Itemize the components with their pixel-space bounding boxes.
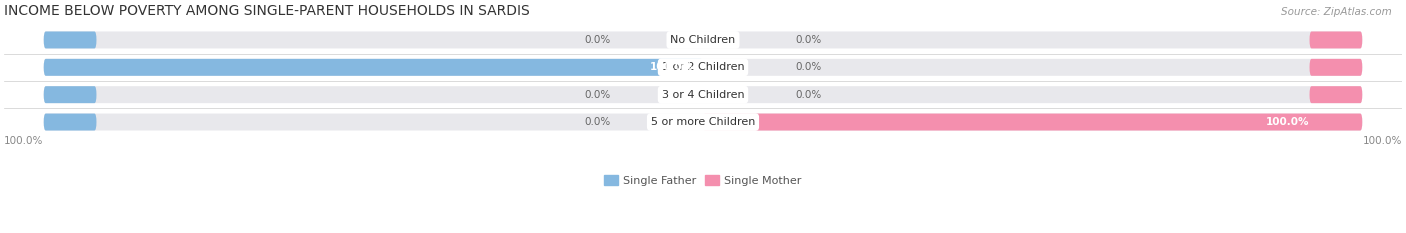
Text: 100.0%: 100.0% xyxy=(650,62,693,72)
Text: 0.0%: 0.0% xyxy=(585,117,610,127)
Text: 0.0%: 0.0% xyxy=(585,90,610,100)
Text: 0.0%: 0.0% xyxy=(796,62,821,72)
FancyBboxPatch shape xyxy=(44,86,97,103)
FancyBboxPatch shape xyxy=(44,31,1362,48)
Text: No Children: No Children xyxy=(671,35,735,45)
Text: 0.0%: 0.0% xyxy=(585,35,610,45)
Text: 3 or 4 Children: 3 or 4 Children xyxy=(662,90,744,100)
FancyBboxPatch shape xyxy=(1309,31,1362,48)
Text: 0.0%: 0.0% xyxy=(796,35,821,45)
Text: Source: ZipAtlas.com: Source: ZipAtlas.com xyxy=(1281,7,1392,17)
FancyBboxPatch shape xyxy=(44,31,97,48)
FancyBboxPatch shape xyxy=(44,113,1362,130)
Text: 100.0%: 100.0% xyxy=(1362,136,1402,146)
Text: 1 or 2 Children: 1 or 2 Children xyxy=(662,62,744,72)
Text: 5 or more Children: 5 or more Children xyxy=(651,117,755,127)
Text: 100.0%: 100.0% xyxy=(1265,117,1309,127)
FancyBboxPatch shape xyxy=(1309,86,1362,103)
FancyBboxPatch shape xyxy=(44,59,703,76)
FancyBboxPatch shape xyxy=(703,113,1362,130)
FancyBboxPatch shape xyxy=(44,59,1362,76)
Text: INCOME BELOW POVERTY AMONG SINGLE-PARENT HOUSEHOLDS IN SARDIS: INCOME BELOW POVERTY AMONG SINGLE-PARENT… xyxy=(4,4,530,18)
FancyBboxPatch shape xyxy=(1309,59,1362,76)
FancyBboxPatch shape xyxy=(44,113,97,130)
Text: 0.0%: 0.0% xyxy=(796,90,821,100)
Legend: Single Father, Single Mother: Single Father, Single Mother xyxy=(600,171,806,190)
FancyBboxPatch shape xyxy=(44,86,1362,103)
Text: 100.0%: 100.0% xyxy=(4,136,44,146)
